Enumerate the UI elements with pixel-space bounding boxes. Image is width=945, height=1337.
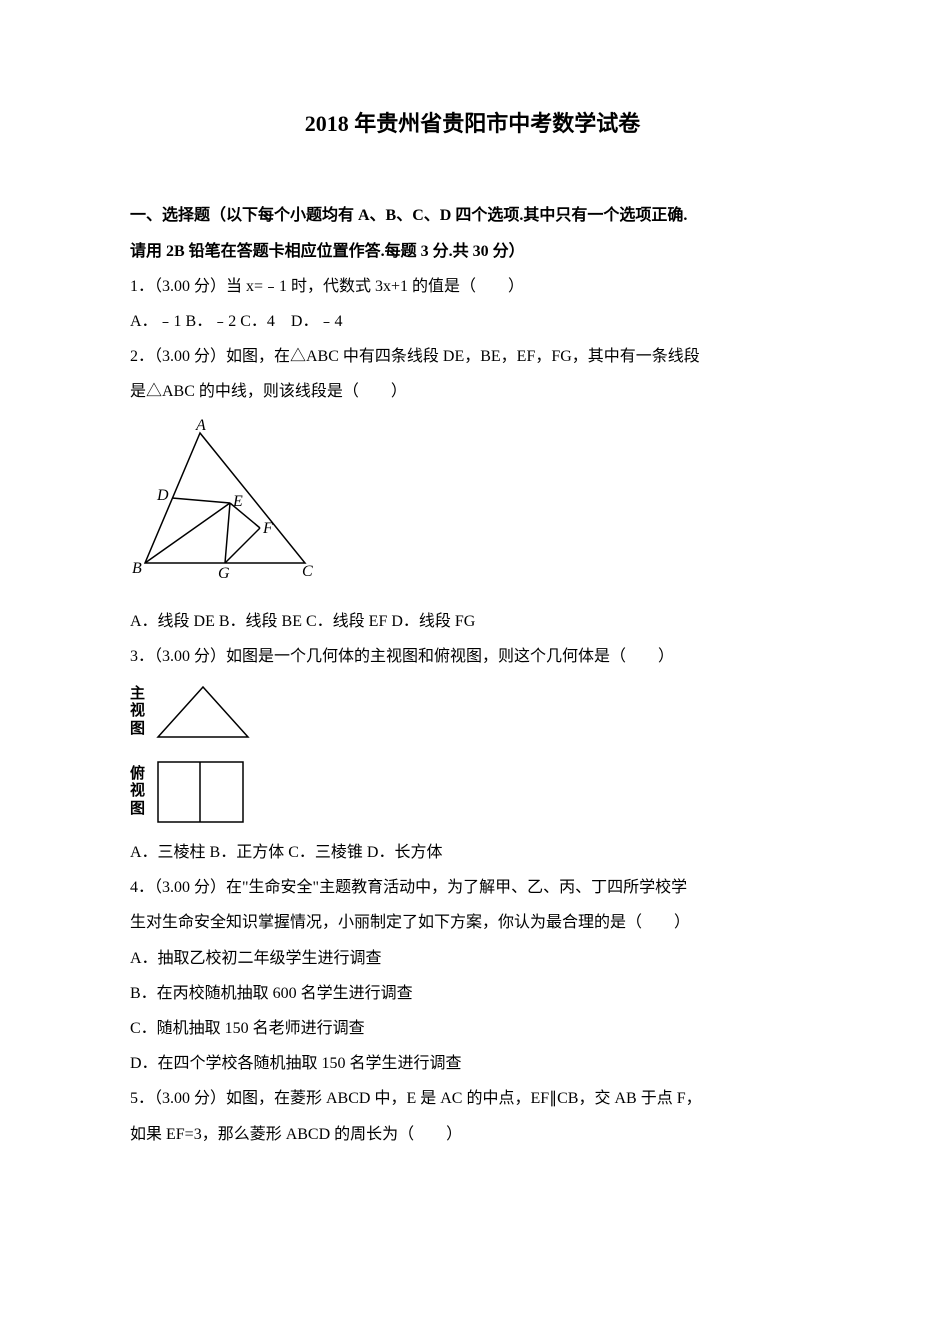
q4-text-line1: 4．（3.00 分）在"生命安全"主题教育活动中，为了解甲、乙、丙、丁四所学校学 <box>130 870 815 905</box>
q4-optD: D．在四个学校各随机抽取 150 名学生进行调查 <box>130 1046 815 1081</box>
main-view-triangle <box>153 682 253 742</box>
label-B: B <box>132 560 142 577</box>
q4-text-line2: 生对生命安全知识掌握情况，小丽制定了如下方案，你认为最合理的是（ ） <box>130 905 815 940</box>
section-header-line2: 请用 2B 铅笔在答题卡相应位置作答.每题 3 分.共 30 分） <box>130 234 815 269</box>
question-1: 1．（3.00 分）当 x=﹣1 时，代数式 3x+1 的值是（ ） A．﹣1 … <box>130 269 815 339</box>
q5-text-line1: 5．（3.00 分）如图，在菱形 ABCD 中，E 是 AC 的中点，EF∥CB… <box>130 1081 815 1116</box>
q5-text-line2: 如果 EF=3，那么菱形 ABCD 的周长为（ ） <box>130 1117 815 1152</box>
question-3: 3．（3.00 分）如图是一个几何体的主视图和俯视图，则这个几何体是（ ） 主视… <box>130 639 815 870</box>
label-F: F <box>262 520 273 537</box>
label-G: G <box>218 565 230 582</box>
q2-text-line1: 2．（3.00 分）如图，在△ABC 中有四条线段 DE，BE，EF，FG，其中… <box>130 339 815 374</box>
section-header-line1: 一、选择题（以下每个小题均有 A、B、C、D 四个选项.其中只有一个选项正确. <box>130 198 815 233</box>
q3-text: 3．（3.00 分）如图是一个几何体的主视图和俯视图，则这个几何体是（ ） <box>130 639 815 674</box>
q2-text-line2: 是△ABC 的中线，则该线段是（ ） <box>130 374 815 409</box>
question-5: 5．（3.00 分）如图，在菱形 ABCD 中，E 是 AC 的中点，EF∥CB… <box>130 1081 815 1151</box>
q4-optB: B．在丙校随机抽取 600 名学生进行调查 <box>130 976 815 1011</box>
label-E: E <box>232 493 243 510</box>
page-title: 2018 年贵州省贵阳市中考数学试卷 <box>130 100 815 148</box>
q2-figure: A B C D E F G <box>130 418 815 596</box>
q2-options: A．线段 DE B．线段 BE C．线段 EF D．线段 FG <box>130 604 815 639</box>
question-4: 4．（3.00 分）在"生命安全"主题教育活动中，为了解甲、乙、丙、丁四所学校学… <box>130 870 815 1081</box>
main-view-row: 主视图 <box>130 682 815 742</box>
top-view-rect <box>153 757 248 827</box>
section-header: 一、选择题（以下每个小题均有 A、B、C、D 四个选项.其中只有一个选项正确. … <box>130 198 815 268</box>
label-D: D <box>156 487 169 504</box>
q3-figure: 主视图 俯视图 <box>130 682 815 827</box>
main-view-label: 主视图 <box>130 686 145 738</box>
q1-options: A．﹣1 B．﹣2 C．4 D．﹣4 <box>130 304 815 339</box>
q1-text: 1．（3.00 分）当 x=﹣1 时，代数式 3x+1 的值是（ ） <box>130 269 815 304</box>
top-view-label: 俯视图 <box>130 766 145 818</box>
question-2: 2．（3.00 分）如图，在△ABC 中有四条线段 DE，BE，EF，FG，其中… <box>130 339 815 639</box>
triangle-diagram: A B C D E F G <box>130 418 320 583</box>
top-view-row: 俯视图 <box>130 757 815 827</box>
q3-options: A．三棱柱 B．正方体 C．三棱锥 D．长方体 <box>130 835 815 870</box>
q4-optC: C．随机抽取 150 名老师进行调查 <box>130 1011 815 1046</box>
label-A: A <box>195 418 206 434</box>
label-C: C <box>302 563 313 580</box>
q4-optA: A．抽取乙校初二年级学生进行调查 <box>130 941 815 976</box>
